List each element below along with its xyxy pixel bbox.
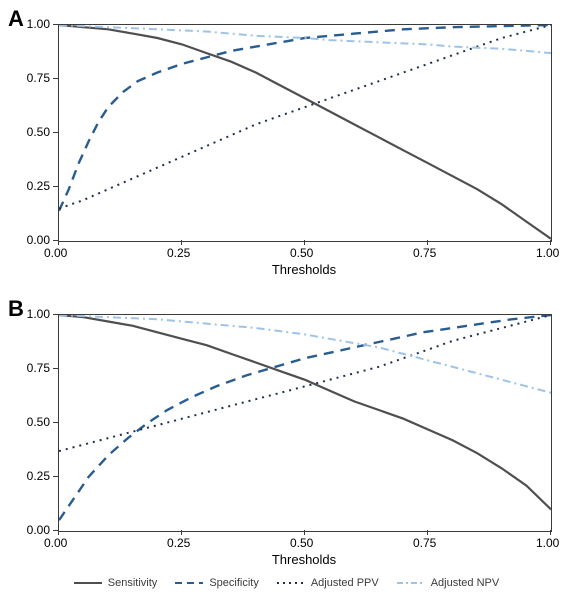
legend: Sensitivity Specificity Adjusted PPV Adjust… <box>0 576 573 590</box>
x-tick-mark <box>550 240 551 245</box>
y-tick-mark <box>53 186 58 187</box>
x-tick-mark <box>304 240 305 245</box>
x-tick-label: 0.75 <box>413 246 436 260</box>
x-tick-mark <box>58 530 59 535</box>
x-tick-label: 0.00 <box>44 536 67 550</box>
y-tick-mark <box>53 78 58 79</box>
x-tick-label: 0.50 <box>290 246 313 260</box>
x-tick-mark <box>181 530 182 535</box>
plot-area-a <box>58 24 552 242</box>
y-tick-label: 0.50 <box>27 415 50 429</box>
series-line <box>59 315 551 520</box>
x-tick-mark <box>427 240 428 245</box>
legend-swatch <box>175 576 203 590</box>
x-axis-title-a: Thresholds <box>58 262 550 277</box>
y-tick-label: 0.75 <box>27 361 50 375</box>
x-tick-label: 0.25 <box>167 536 190 550</box>
legend-label: Adjusted NPV <box>431 577 499 589</box>
y-tick-label: 0.25 <box>27 179 50 193</box>
x-tick-mark <box>550 530 551 535</box>
y-tick-mark <box>53 476 58 477</box>
series-line <box>59 25 551 209</box>
legend-item: Adjusted NPV <box>397 576 499 590</box>
x-tick-mark <box>181 240 182 245</box>
plot-svg-b <box>59 315 551 531</box>
x-tick-label: 0.50 <box>290 536 313 550</box>
panel-label-a: A <box>8 6 24 32</box>
y-tick-label: 1.00 <box>27 17 50 31</box>
y-tick-label: 0.00 <box>27 523 50 537</box>
x-tick-mark <box>58 240 59 245</box>
x-tick-label: 1.00 <box>536 536 559 550</box>
y-tick-label: 1.00 <box>27 307 50 321</box>
x-tick-mark <box>427 530 428 535</box>
plot-svg-a <box>59 25 551 241</box>
legend-item: Sensitivity <box>74 576 158 590</box>
y-tick-label: 0.00 <box>27 233 50 247</box>
legend-swatch <box>397 576 425 590</box>
panel-label-b: B <box>8 296 24 322</box>
x-tick-mark <box>304 530 305 535</box>
series-line <box>59 25 551 239</box>
legend-swatch <box>74 576 102 590</box>
x-axis-title-b: Thresholds <box>58 552 550 567</box>
plot-area-b <box>58 314 552 532</box>
x-tick-label: 0.25 <box>167 246 190 260</box>
x-tick-label: 0.75 <box>413 536 436 550</box>
legend-swatch <box>277 576 305 590</box>
y-tick-label: 0.50 <box>27 125 50 139</box>
x-tick-label: 0.00 <box>44 246 67 260</box>
series-line <box>59 25 551 211</box>
x-tick-label: 1.00 <box>536 246 559 260</box>
legend-item: Adjusted PPV <box>277 576 379 590</box>
y-tick-mark <box>53 314 58 315</box>
legend-label: Sensitivity <box>108 577 158 589</box>
legend-item: Specificity <box>175 576 259 590</box>
figure: A Thresholds B Thresholds Sensitivity Spe… <box>0 0 573 600</box>
y-tick-mark <box>53 24 58 25</box>
legend-label: Specificity <box>209 577 259 589</box>
y-tick-mark <box>53 368 58 369</box>
y-tick-label: 0.75 <box>27 71 50 85</box>
y-tick-mark <box>53 422 58 423</box>
series-line <box>59 315 551 509</box>
y-tick-mark <box>53 132 58 133</box>
legend-label: Adjusted PPV <box>311 577 379 589</box>
y-tick-label: 0.25 <box>27 469 50 483</box>
